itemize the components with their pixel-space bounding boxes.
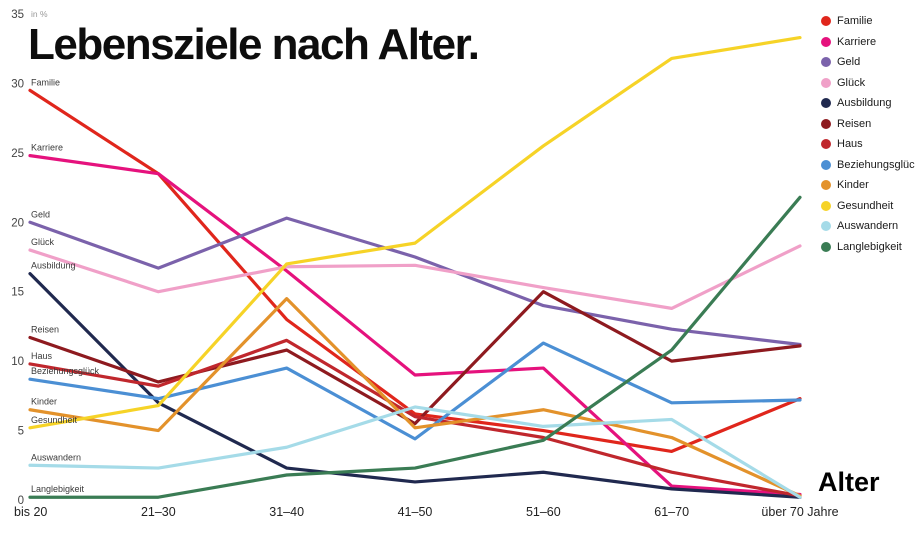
legend-item-label: Haus <box>837 138 863 150</box>
x-axis-title: Alter <box>818 467 880 497</box>
y-tick-label: 5 <box>18 426 24 438</box>
legend-color-dot-icon <box>821 139 831 149</box>
legend-color-dot-icon <box>821 159 831 170</box>
legend-item-label: Gesundheit <box>837 199 894 212</box>
series-start-label: Reisen <box>31 325 59 335</box>
legend-color-dot-icon <box>821 180 831 190</box>
y-tick-label: 10 <box>11 356 24 368</box>
x-category-label: bis 20 <box>14 505 47 519</box>
series-line-beziehungsglck <box>28 341 802 441</box>
chart-title: Lebensziele nach Alter. <box>28 20 480 69</box>
legend-color-dot-icon <box>821 57 831 67</box>
y-tick-label: 30 <box>11 78 24 90</box>
x-category-label: über 70 Jahre <box>761 505 838 519</box>
y-tick-label: 20 <box>11 217 24 229</box>
series-line-glck <box>28 244 802 310</box>
legend-item-label: Beziehungsglück <box>837 158 915 171</box>
legend-color-dot-icon <box>821 77 831 88</box>
legend-item: Auswandern <box>821 220 915 232</box>
legend-item: Haus <box>821 138 915 150</box>
series-start-label: Gesundheit <box>31 415 78 425</box>
x-category-label: 51–60 <box>526 505 561 519</box>
x-category-label: 61–70 <box>654 505 689 519</box>
legend-item: Ausbildung <box>821 97 915 109</box>
x-category-label: 31–40 <box>269 505 304 519</box>
y-axis-unit-label: in % <box>31 9 48 19</box>
series-start-label: Haus <box>31 351 53 361</box>
legend-item-label: Karriere <box>837 35 877 48</box>
series-line-ausbildung <box>28 272 802 499</box>
legend-item-label: Langlebigkeit <box>837 240 902 253</box>
legend-item: Geld <box>821 56 915 68</box>
legend-item: Langlebigkeit <box>821 241 915 253</box>
series-start-label: Glück <box>31 237 55 247</box>
legend-item: Reisen <box>821 118 915 130</box>
legend-color-dot-icon <box>821 221 831 231</box>
legend-item: Glück <box>821 77 915 89</box>
y-tick-label: 0 <box>18 495 24 507</box>
legend-color-dot-icon <box>821 200 831 211</box>
series-line-reisen <box>28 290 802 426</box>
legend-item-label: Auswandern <box>837 220 899 232</box>
y-tick-label: 25 <box>11 148 24 160</box>
series-line-geld <box>28 216 802 347</box>
x-category-label: 21–30 <box>141 505 176 519</box>
series-start-label: Ausbildung <box>31 261 76 271</box>
series-start-label: Kinder <box>31 397 57 407</box>
legend-color-dot-icon <box>821 98 831 108</box>
legend-item: Beziehungsglück <box>821 159 915 171</box>
legend-item-label: Kinder <box>837 179 869 191</box>
series-start-label: Langlebigkeit <box>31 484 85 494</box>
series-line-karriere <box>28 154 802 497</box>
legend-item-label: Familie <box>837 15 873 27</box>
series-line-kinder <box>28 297 802 498</box>
series-start-label: Familie <box>31 77 60 87</box>
legend-item-label: Reisen <box>837 117 872 130</box>
x-category-label: 41–50 <box>398 505 433 519</box>
series-line-haus <box>28 338 802 498</box>
series-start-label: Karriere <box>31 143 63 153</box>
series-line-gesundheit <box>28 36 802 430</box>
y-tick-label: 15 <box>11 287 24 299</box>
y-tick-label: 35 <box>11 9 24 21</box>
legend-item: Gesundheit <box>821 200 915 212</box>
legend: Familie Karriere Geld Glück Ausbildung Reisen… <box>821 15 915 253</box>
series-start-label: Beziehungsglück <box>31 366 100 376</box>
legend-item-label: Glück <box>837 76 866 89</box>
series-start-label: Geld <box>31 209 50 219</box>
legend-item: Familie <box>821 15 915 27</box>
legend-item: Kinder <box>821 179 915 191</box>
legend-color-dot-icon <box>821 16 831 26</box>
legend-item-label: Ausbildung <box>837 97 892 109</box>
legend-color-dot-icon <box>821 118 831 129</box>
legend-item-label: Geld <box>837 56 861 68</box>
legend-color-dot-icon <box>821 36 831 47</box>
series-line-auswandern <box>28 405 802 499</box>
legend-item: Karriere <box>821 36 915 48</box>
series-line-langlebigkeit <box>28 195 802 499</box>
legend-color-dot-icon <box>821 241 831 252</box>
series-start-label: Auswandern <box>31 452 81 462</box>
